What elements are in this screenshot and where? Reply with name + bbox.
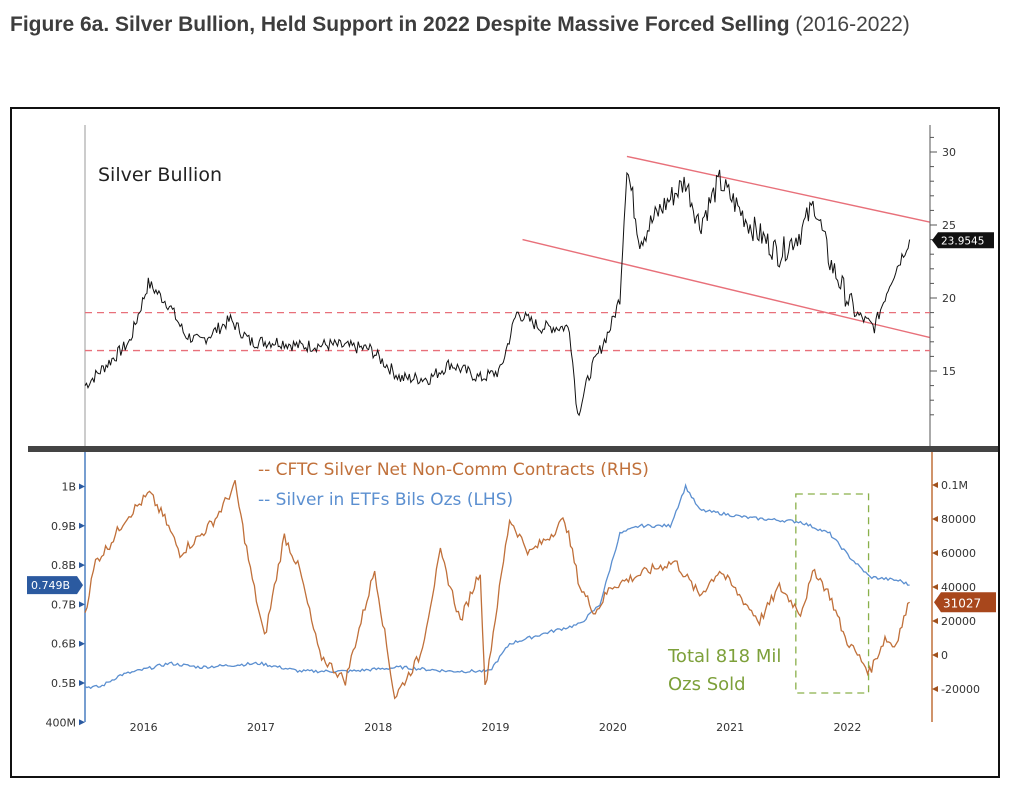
x-tick-label: 2021 — [716, 721, 744, 734]
panel-title-silver-bullion: Silver Bullion — [98, 164, 222, 186]
right-tick — [932, 482, 938, 488]
right-last-label: 31027 — [943, 596, 981, 610]
price-tick-label: 30 — [942, 146, 956, 159]
price-tick-label: 20 — [942, 292, 956, 305]
highlight-box — [795, 493, 870, 694]
x-tick-label: 2018 — [364, 721, 392, 734]
right-tick-label: 0.1M — [941, 479, 968, 492]
left-tick — [79, 522, 85, 529]
last-price-label: 23.9545 — [941, 235, 984, 247]
legend-item: -- Silver in ETFs Bils Ozs (LHS) — [258, 490, 513, 510]
x-tick-label: 2019 — [482, 721, 510, 734]
right-tick — [932, 618, 938, 624]
last-price-marker — [932, 232, 994, 249]
right-tick-label: -20000 — [941, 683, 980, 696]
left-tick — [79, 562, 85, 569]
left-tick — [79, 601, 85, 608]
x-tick-label: 2020 — [599, 721, 627, 734]
left-tick-label: 1B — [61, 481, 76, 494]
x-tick-label: 2017 — [247, 721, 275, 734]
x-tick-label: 2016 — [130, 721, 158, 734]
price-tick-label: 25 — [942, 219, 956, 232]
right-tick — [932, 652, 938, 658]
left-tick-label: 0.7B — [51, 598, 76, 611]
silver-price-line — [84, 169, 911, 417]
left-tick — [79, 680, 85, 686]
chart-frame — [10, 107, 1000, 778]
left-tick — [79, 719, 85, 726]
left-last-label: 0.749B — [31, 579, 70, 592]
cftc-net-line — [84, 479, 910, 700]
right-tick-label: 60000 — [941, 547, 976, 560]
left-tick — [79, 483, 85, 490]
legend-item: -- CFTC Silver Net Non-Comm Contracts (R… — [258, 460, 649, 480]
left-tick-label: 0.9B — [51, 520, 76, 533]
x-tick-label: 2022 — [833, 721, 861, 734]
left-tick-label: 400M — [46, 716, 77, 729]
right-tick-label: 20000 — [941, 615, 976, 628]
etf-holdings-line — [84, 482, 910, 690]
left-tick-label: 0.6B — [51, 638, 76, 651]
right-tick-label: 0 — [941, 649, 948, 662]
figure-title-bold: Figure 6a. Silver Bullion, Held Support … — [10, 13, 790, 36]
channel-upper-line — [626, 155, 930, 223]
right-tick — [932, 584, 938, 590]
price-tick-label: 15 — [942, 365, 956, 378]
annotation-line1: Total 818 Mil — [667, 646, 781, 667]
figure-title: Figure 6a. Silver Bullion, Held Support … — [10, 6, 1020, 43]
right-tick-label: 80000 — [941, 513, 976, 526]
right-last-marker — [934, 592, 996, 613]
right-tick — [932, 550, 938, 556]
left-tick — [79, 640, 85, 647]
left-tick-label: 0.8B — [51, 559, 76, 572]
figure-title-range: (2016-2022) — [789, 13, 910, 36]
right-tick — [932, 686, 938, 692]
annotation-line2: Ozs Sold — [668, 674, 746, 695]
right-tick — [932, 516, 938, 522]
channel-lower-line — [522, 238, 930, 339]
left-last-marker — [27, 576, 83, 595]
right-tick-label: 40000 — [941, 581, 976, 594]
panel-divider — [28, 446, 998, 452]
left-tick-label: 0.5B — [51, 677, 76, 690]
